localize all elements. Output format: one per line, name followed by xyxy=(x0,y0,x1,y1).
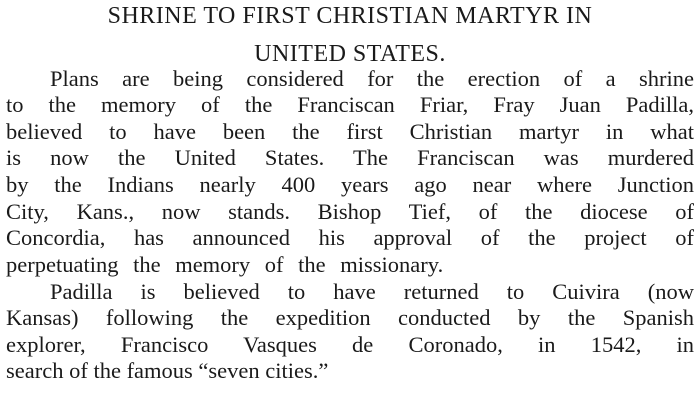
text-line: explorer, Francisco Vasques de Coronado,… xyxy=(6,332,694,357)
headline-line-2: UNITED STATES. xyxy=(254,41,446,67)
headline-line-1: SHRINE TO FIRST CHRISTIAN MARTYR IN xyxy=(107,3,593,29)
text-line: search of the famous “seven cities.” xyxy=(6,358,329,383)
text-line: Kansas) following the expedition conduct… xyxy=(6,305,694,330)
text-line: is now the United States. The Franciscan… xyxy=(6,145,694,170)
text-line: Padilla is believed to have returned to … xyxy=(50,279,694,304)
text-line: City, Kans., now stands. Bishop Tief, of… xyxy=(6,199,694,224)
text-line: Plans are being considered for the erect… xyxy=(50,66,694,91)
text-line: to the memory of the Franciscan Friar, F… xyxy=(6,92,694,117)
text-line: perpetuating the memory of the missionar… xyxy=(6,252,444,277)
text-line: believed to have been the first Christia… xyxy=(6,119,694,144)
text-line: Concordia, has announced his approval of… xyxy=(6,225,694,250)
text-line: by the Indians nearly 400 years ago near… xyxy=(6,172,694,197)
